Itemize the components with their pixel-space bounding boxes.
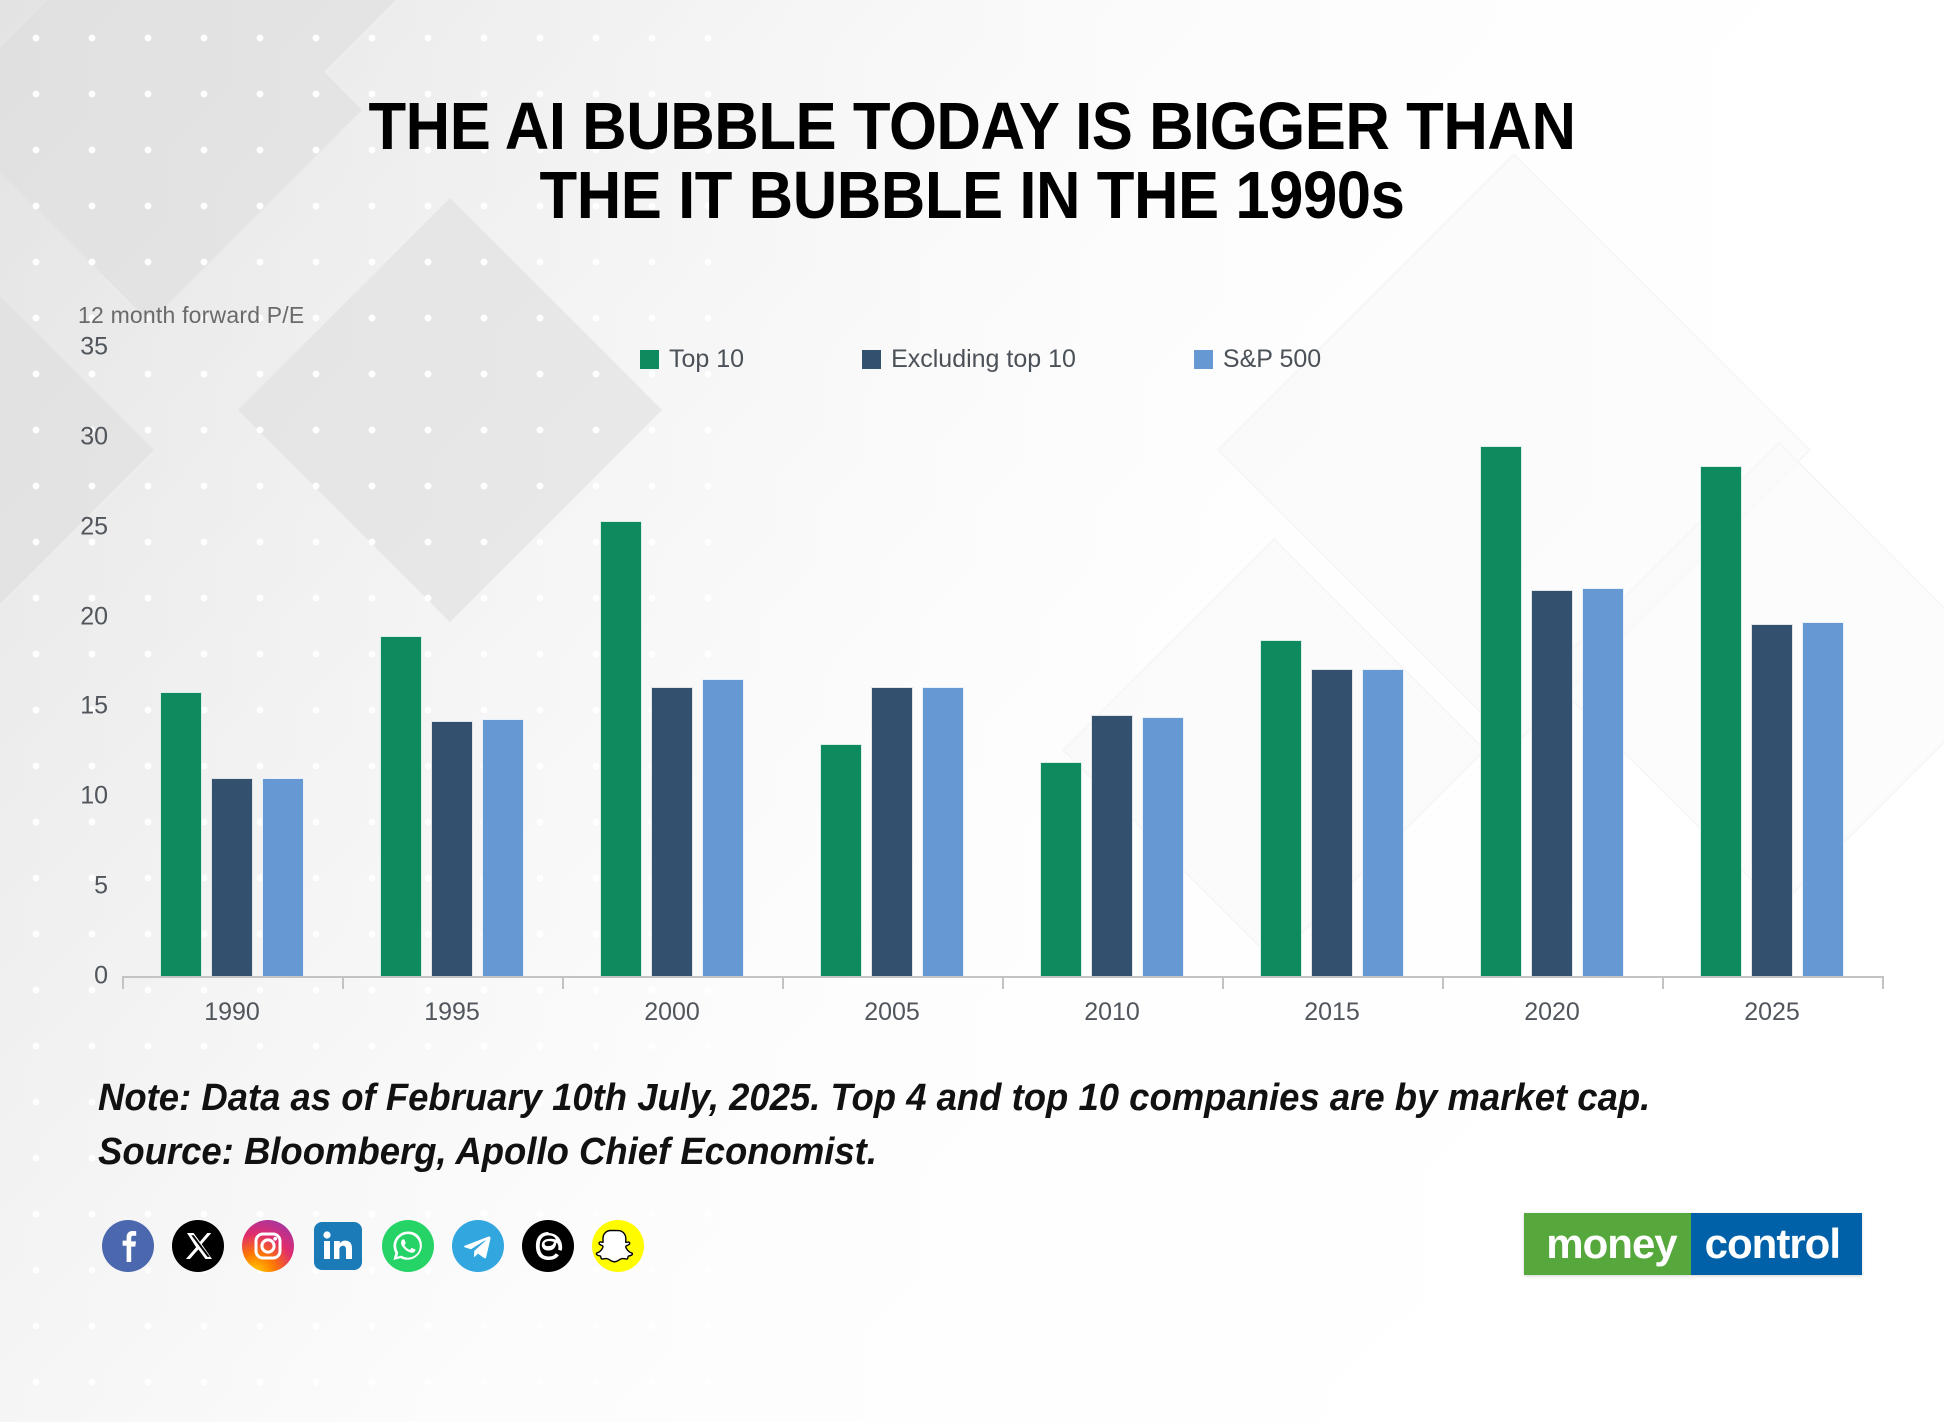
legend-label-sp-500: S&P 500 (1222, 345, 1322, 373)
y-axis-tick-label: 0 (94, 961, 108, 990)
x-axis-tick-label: 2020 (1524, 998, 1580, 1026)
bar[interactable] (1311, 668, 1353, 976)
x-axis-tick-label: 2025 (1744, 998, 1800, 1026)
x-axis-tick-mark (562, 976, 564, 989)
x-axis-tick-mark (1882, 976, 1884, 989)
bar[interactable] (482, 719, 524, 976)
bar[interactable] (651, 686, 693, 976)
y-axis-tick-label: 15 (80, 691, 108, 720)
legend-label-top-10: Top 10 (669, 345, 745, 373)
note-text: Note: Data as of February 10th July, 202… (98, 1077, 1651, 1173)
whatsapp-icon[interactable] (380, 1218, 436, 1274)
linkedin-icon[interactable] (310, 1218, 366, 1274)
legend-item-excluding-top-10[interactable]: Excluding top 10 (862, 345, 1076, 374)
bar[interactable] (1531, 589, 1573, 976)
bar[interactable] (1480, 445, 1522, 976)
bar[interactable] (1802, 621, 1844, 976)
y-axis-tick-label: 25 (80, 512, 108, 541)
bar[interactable] (1362, 668, 1404, 976)
x-axis-tick-mark (1662, 976, 1664, 989)
y-axis-tick-label: 35 (80, 332, 108, 361)
legend-label-excluding-top-10: Excluding top 10 (891, 345, 1076, 373)
telegram-icon[interactable] (450, 1218, 506, 1274)
bar[interactable] (262, 778, 304, 976)
x-axis-tick-label: 2005 (864, 998, 920, 1026)
logo-money-text: money (1524, 1213, 1691, 1275)
bar-chart: 12 month forward P/E Top 10 Excluding to… (0, 290, 1944, 1050)
bar[interactable] (1091, 715, 1133, 976)
legend-item-top-10[interactable]: Top 10 (640, 345, 744, 374)
x-twitter-icon[interactable] (170, 1218, 226, 1274)
y-axis-tick-label: 20 (80, 602, 108, 631)
bar-group (562, 347, 782, 976)
bar[interactable] (1040, 762, 1082, 976)
bar-group (122, 347, 342, 976)
x-axis-tick-mark (782, 976, 784, 989)
bar[interactable] (1751, 623, 1793, 976)
page-title-line-1: THE AI BUBBLE TODAY IS BIGGER THAN (368, 89, 1576, 164)
bar-group (782, 347, 1002, 976)
x-axis-tick-mark (1002, 976, 1004, 989)
bar[interactable] (431, 720, 473, 976)
x-axis-tick-label: 1990 (204, 998, 260, 1026)
bar[interactable] (1700, 465, 1742, 976)
bar[interactable] (922, 686, 964, 976)
bar[interactable] (820, 744, 862, 976)
x-axis-tick-label: 2000 (644, 998, 700, 1026)
page-title-line-2: THE IT BUBBLE IN THE 1990s (539, 158, 1405, 233)
bar-group (1662, 347, 1882, 976)
legend-swatch-top-10 (640, 350, 659, 369)
bar[interactable] (1142, 717, 1184, 976)
snapchat-icon[interactable] (590, 1218, 646, 1274)
bar-group (1002, 347, 1222, 976)
instagram-icon[interactable] (240, 1218, 296, 1274)
bar[interactable] (871, 686, 913, 976)
x-axis-tick-label: 2015 (1304, 998, 1360, 1026)
y-axis-tick-label: 10 (80, 781, 108, 810)
bar-group (1222, 347, 1442, 976)
x-axis-tick-label: 2010 (1084, 998, 1140, 1026)
legend-swatch-excluding-top-10 (862, 350, 882, 369)
y-axis-tick-label: 30 (80, 422, 108, 451)
bar[interactable] (1582, 587, 1624, 976)
chart-legend: Top 10 Excluding top 10 S&P 500 (640, 345, 1321, 374)
y-axis-title: 12 month forward P/E (78, 302, 305, 328)
legend-item-sp-500[interactable]: S&P 500 (1193, 345, 1322, 374)
x-axis-labels: 1990 1995 2000 2005 2010 2015 2020 2025 (122, 998, 1882, 1027)
facebook-icon[interactable] (100, 1218, 156, 1274)
y-axis-tick-label: 5 (94, 871, 108, 900)
page-title: THE AI BUBBLE TODAY IS BIGGER THAN THE I… (0, 92, 1944, 230)
chart-plot-area: 0 5 10 15 20 25 30 35 (80, 333, 1882, 990)
bar-group (1442, 347, 1662, 976)
legend-swatch-sp-500 (1193, 350, 1213, 369)
logo-control-text: control (1690, 1213, 1862, 1275)
threads-icon[interactable] (520, 1218, 576, 1274)
bar[interactable] (702, 679, 744, 976)
x-axis-tick-label: 1995 (424, 998, 480, 1026)
x-axis-tick-mark (1442, 976, 1444, 989)
bar-group (342, 347, 562, 976)
x-axis-tick-mark (122, 976, 124, 989)
x-axis-tick-mark (1222, 976, 1224, 989)
chart-bar-groups (122, 347, 1882, 976)
social-links (100, 1218, 646, 1274)
bar[interactable] (380, 636, 422, 976)
bar[interactable] (211, 778, 253, 976)
x-axis-tick-mark (342, 976, 344, 989)
bar[interactable] (600, 521, 642, 976)
bar[interactable] (1260, 639, 1302, 976)
moneycontrol-logo: money control (1524, 1213, 1862, 1275)
bar[interactable] (160, 692, 202, 976)
